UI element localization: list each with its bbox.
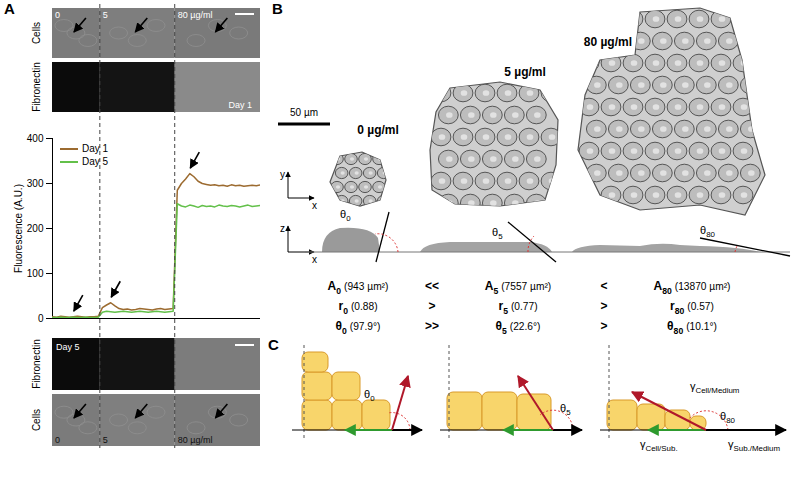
svg-text:z: z xyxy=(280,223,285,234)
svg-text:Fluorescence (A.U.): Fluorescence (A.U.) xyxy=(13,184,24,273)
svg-text:A80(13870 µm²): A80(13870 µm²) xyxy=(654,279,731,296)
svg-text:50 µm: 50 µm xyxy=(290,107,318,118)
svg-text:80 µg/ml: 80 µg/ml xyxy=(584,35,632,49)
svg-text:0: 0 xyxy=(55,435,60,445)
svg-text:θ0: θ0 xyxy=(340,208,351,223)
svg-text:>: > xyxy=(600,319,607,333)
svg-text:5 µg/ml: 5 µg/ml xyxy=(504,65,546,79)
svg-text:0: 0 xyxy=(38,313,44,324)
svg-text:400: 400 xyxy=(27,133,44,144)
svg-text:θ0(97.9°): θ0(97.9°) xyxy=(336,319,381,336)
svg-text:<: < xyxy=(600,279,607,293)
svg-text:5: 5 xyxy=(103,435,108,445)
svg-text:θ5: θ5 xyxy=(492,226,503,241)
svg-text:A0(943 µm²): A0(943 µm²) xyxy=(328,279,389,296)
svg-text:Fibronectin: Fibronectin xyxy=(31,339,42,388)
svg-text:Day 1: Day 1 xyxy=(228,100,252,110)
svg-text:γCell/Sub.: γCell/Sub. xyxy=(640,438,678,453)
svg-text:y: y xyxy=(280,169,285,180)
svg-text:x: x xyxy=(312,200,317,211)
svg-text:100: 100 xyxy=(27,268,44,279)
svg-text:Fibronectin: Fibronectin xyxy=(31,62,42,111)
svg-text:80 µg/ml: 80 µg/ml xyxy=(178,435,213,445)
svg-text:θ5: θ5 xyxy=(560,402,571,417)
svg-text:A5(7557 µm²): A5(7557 µm²) xyxy=(485,279,552,296)
svg-text:300: 300 xyxy=(27,178,44,189)
svg-text:200: 200 xyxy=(27,223,44,234)
svg-text:<<: << xyxy=(425,279,439,293)
svg-text:r0(0.88): r0(0.88) xyxy=(338,299,377,316)
html-text:Day 5: Day 5 xyxy=(82,156,109,167)
svg-text:θ80: θ80 xyxy=(720,410,736,425)
svg-text:r5(0.77): r5(0.77) xyxy=(498,299,537,316)
svg-text:>: > xyxy=(600,299,607,313)
svg-text:γSub./Medium: γSub./Medium xyxy=(728,438,780,453)
svg-text:80 µg/ml: 80 µg/ml xyxy=(178,10,213,20)
svg-text:θ0: θ0 xyxy=(364,388,375,403)
svg-text:θ5(22.6°): θ5(22.6°) xyxy=(496,319,541,336)
svg-text:θ80: θ80 xyxy=(700,224,716,239)
svg-text:Cells: Cells xyxy=(31,409,42,431)
svg-text:0 µg/ml: 0 µg/ml xyxy=(357,123,399,137)
svg-text:Cells: Cells xyxy=(31,22,42,44)
svg-text:>>: >> xyxy=(425,319,439,333)
svg-text:C: C xyxy=(268,336,279,353)
svg-text:γCell/Medium: γCell/Medium xyxy=(690,380,740,395)
svg-text:θ80(10.1°): θ80(10.1°) xyxy=(667,319,717,336)
svg-text:B: B xyxy=(272,0,283,17)
svg-text:Day 5: Day 5 xyxy=(56,342,80,352)
svg-text:5: 5 xyxy=(103,10,108,20)
svg-text:r80(0.57): r80(0.57) xyxy=(670,299,714,316)
html-text:Day 1: Day 1 xyxy=(82,143,109,154)
svg-text:x: x xyxy=(312,254,317,265)
svg-text:A: A xyxy=(4,0,15,17)
svg-text:0: 0 xyxy=(55,10,60,20)
svg-text:>: > xyxy=(428,299,435,313)
